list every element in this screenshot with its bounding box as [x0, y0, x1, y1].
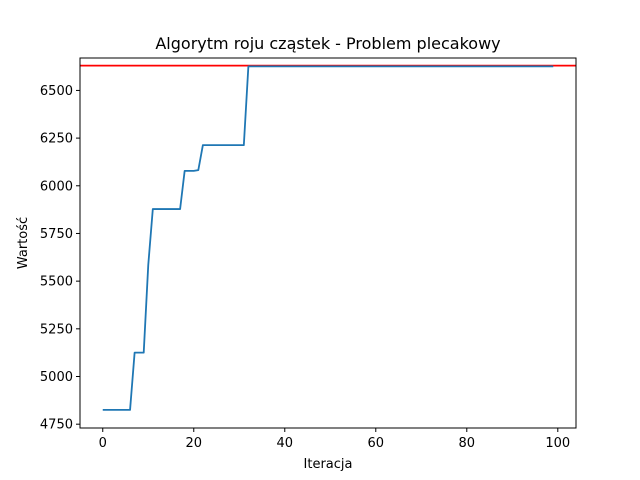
plot-frame	[79, 57, 577, 429]
y-tick-label: 6000	[40, 179, 73, 194]
x-tick-label: 40	[276, 436, 293, 451]
x-tick-label: 80	[459, 436, 476, 451]
y-tick-label: 5500	[40, 275, 73, 290]
y-tick-label: 4750	[40, 418, 73, 433]
x-axis-label: Iteracja	[304, 457, 353, 472]
y-tick-label: 6500	[40, 84, 73, 99]
y-axis: 4750 5000 5250 5500 5750 6000 6250 6500	[40, 84, 80, 433]
chart-title: Algorytm roju cząstek - Problem plecakow…	[155, 34, 500, 53]
y-tick-label: 6250	[40, 132, 73, 147]
x-tick-label: 60	[368, 436, 385, 451]
y-tick-label: 5750	[40, 227, 73, 242]
x-tick-label: 100	[545, 436, 570, 451]
x-tick-label: 20	[185, 436, 202, 451]
series-line-0	[102, 65, 554, 411]
y-tick-label: 5250	[40, 322, 73, 337]
y-axis-label: Wartość	[16, 217, 31, 269]
x-tick-label: 0	[99, 436, 107, 451]
plot-area	[80, 64, 576, 411]
y-tick-label: 5000	[40, 370, 73, 385]
x-axis: 0 20 40 60 80 100	[99, 428, 570, 451]
